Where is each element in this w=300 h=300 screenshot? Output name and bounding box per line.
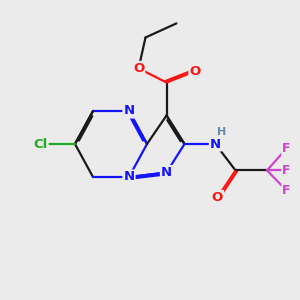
Text: H: H: [218, 127, 226, 137]
Text: F: F: [282, 184, 291, 197]
Text: N: N: [161, 166, 172, 179]
Text: O: O: [212, 191, 223, 204]
Text: O: O: [189, 65, 201, 78]
Text: N: N: [210, 137, 221, 151]
Text: F: F: [282, 142, 291, 155]
Text: O: O: [133, 62, 144, 75]
Text: F: F: [282, 164, 291, 177]
Text: N: N: [123, 170, 135, 184]
Text: Cl: Cl: [33, 137, 48, 151]
Text: N: N: [123, 104, 135, 118]
